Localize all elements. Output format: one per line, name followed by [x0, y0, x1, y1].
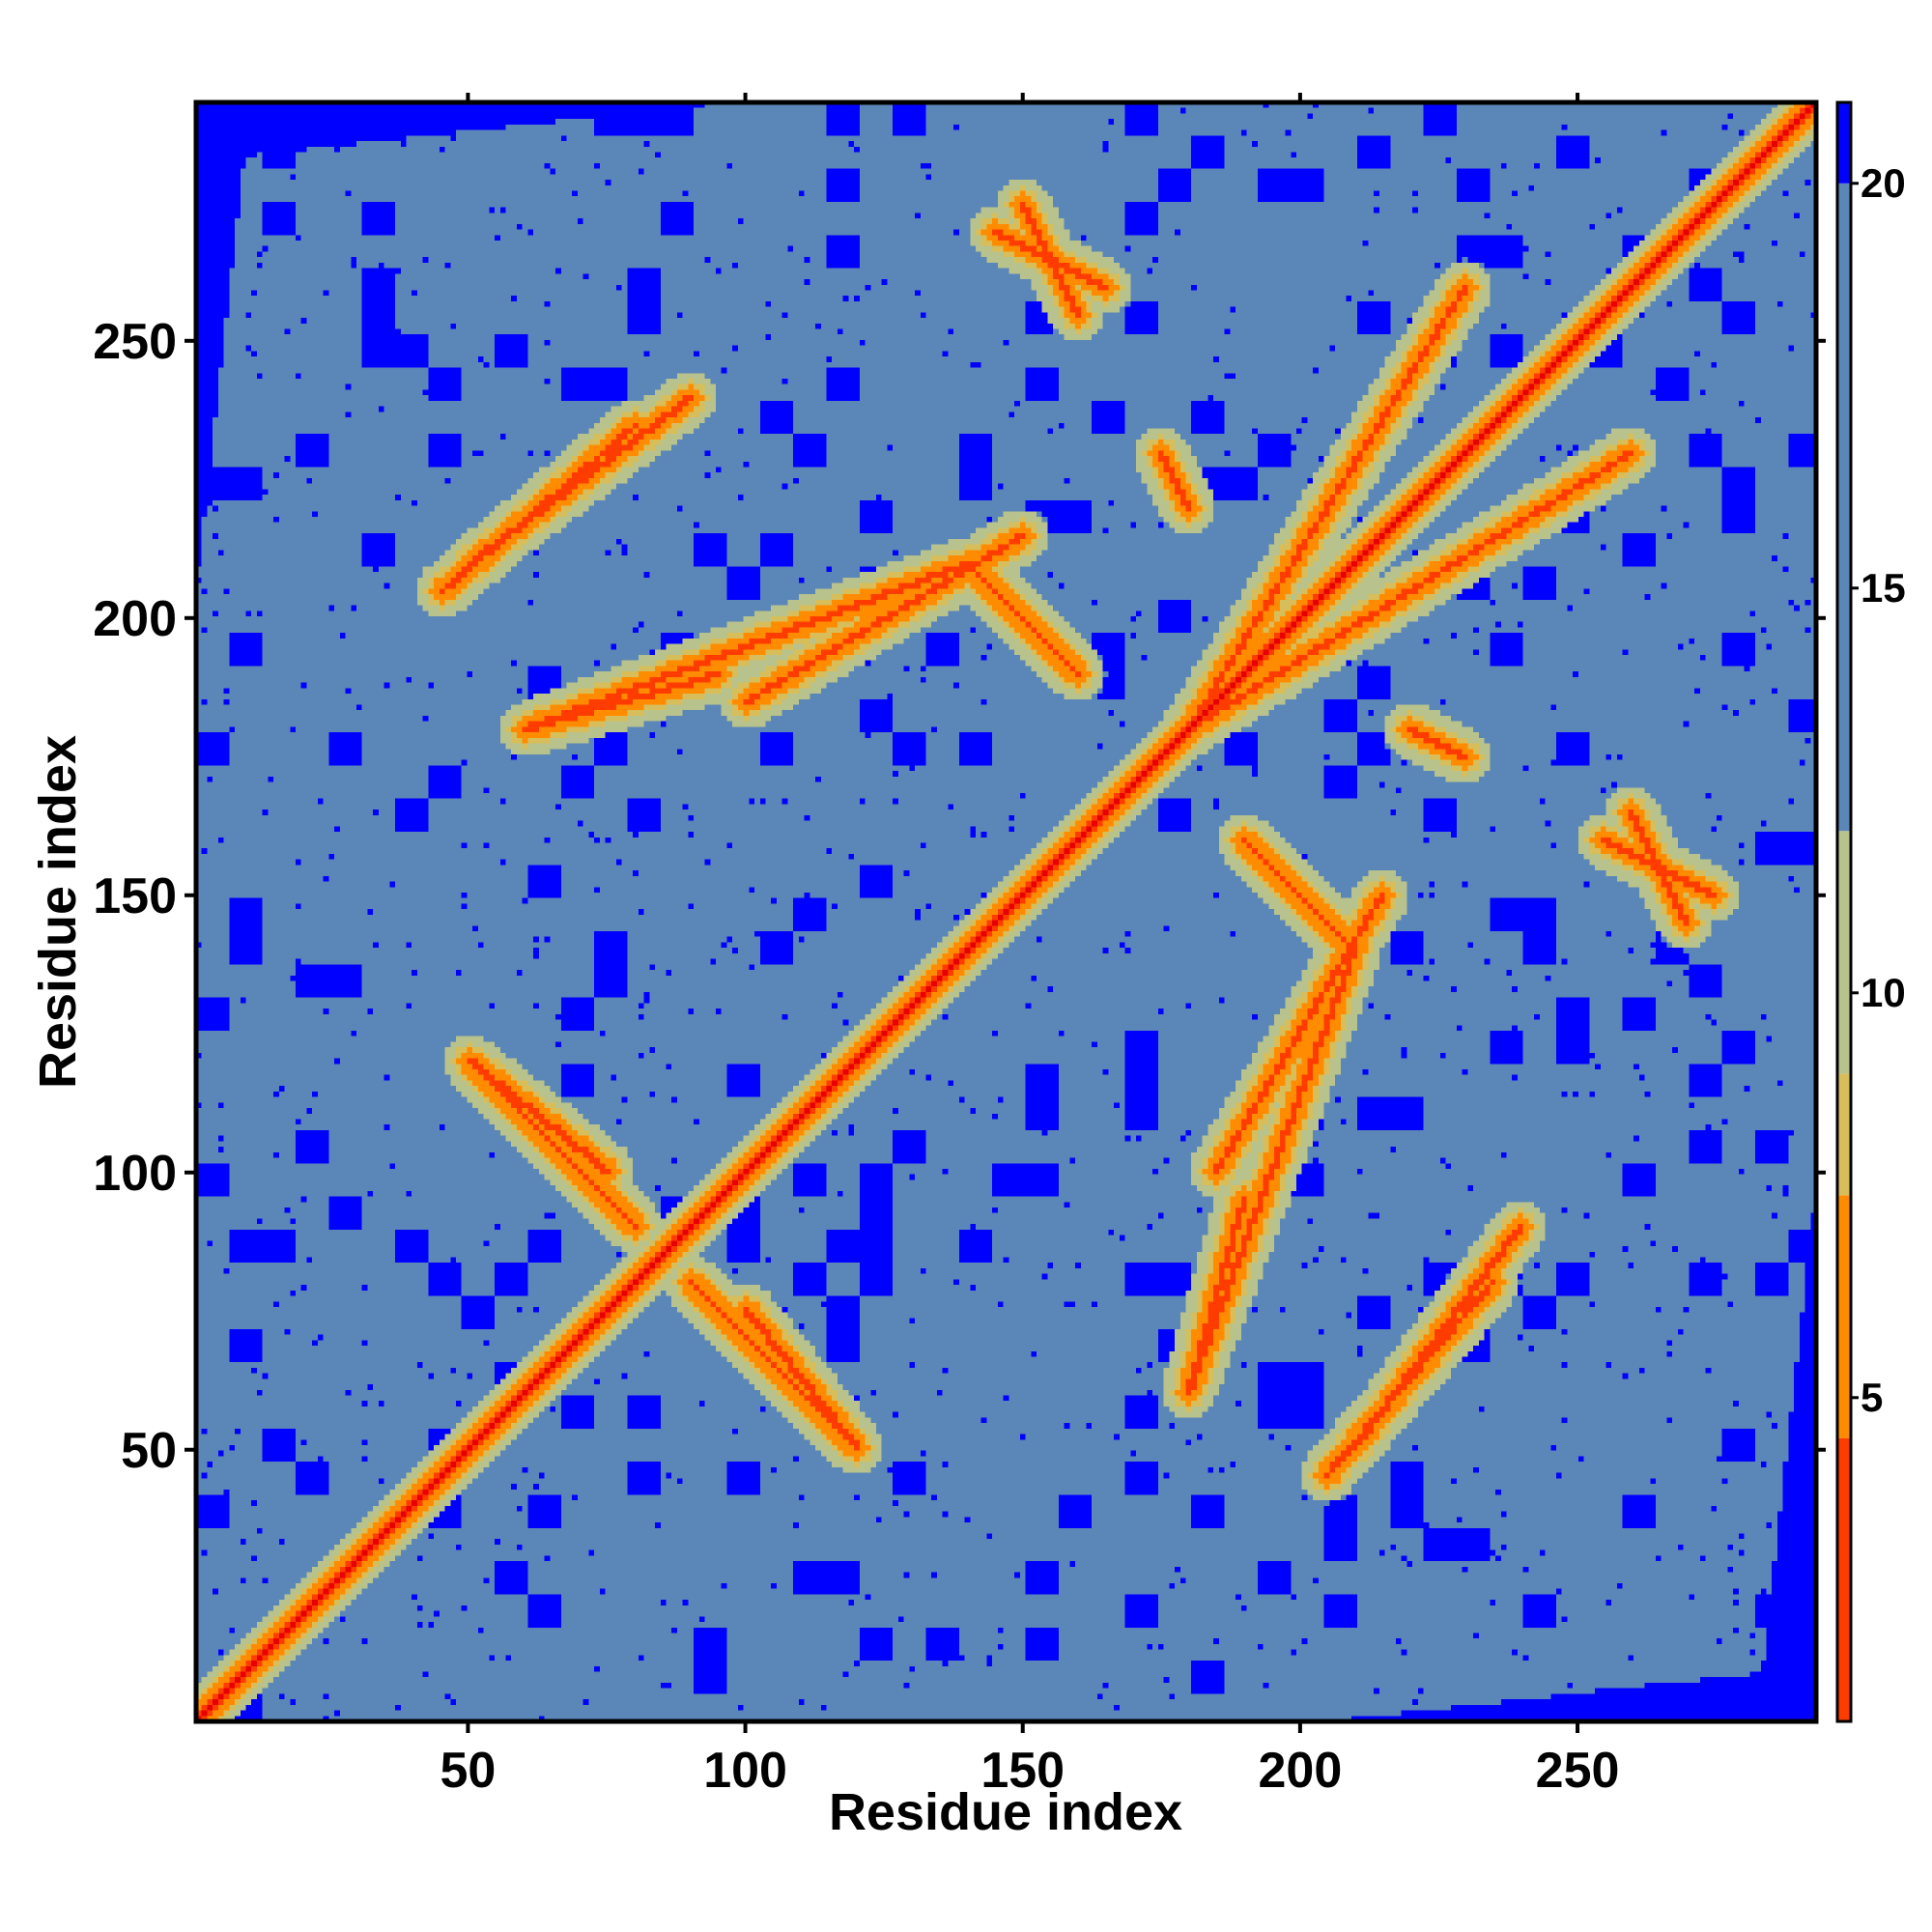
colorbar-segment — [1837, 1437, 1851, 1721]
y-tick-label: 150 — [93, 868, 177, 924]
y-tick-label: 100 — [93, 1146, 177, 1202]
y-axis: 50 100 150 200 250 — [93, 314, 1826, 1479]
colorbar-frame — [1835, 100, 1853, 1723]
x-tick-label: 100 — [703, 1743, 787, 1799]
colorbar-tick-label: 20 — [1861, 160, 1906, 206]
colorbar-segment — [1837, 1195, 1851, 1438]
colorbar-segment — [1837, 831, 1851, 1074]
colorbar-tick-label: 15 — [1861, 565, 1906, 611]
x-tick-label: 150 — [980, 1743, 1065, 1799]
colorbar-segment — [1837, 102, 1851, 184]
y-tick-label: 50 — [121, 1423, 177, 1479]
heatmap-cells — [196, 102, 1816, 1721]
plot-frame — [193, 99, 1819, 1724]
x-axis-title: Residue index — [829, 1783, 1182, 1841]
colorbar: 5 10 15 20 — [1835, 100, 1906, 1723]
heatmap-image — [196, 102, 1816, 1721]
x-tick-label: 50 — [440, 1743, 496, 1799]
colorbar-tick-label: 10 — [1861, 970, 1906, 1015]
y-axis-title: Residue index — [29, 735, 87, 1089]
y-tick-label: 200 — [93, 591, 177, 647]
colorbar-tick-label: 5 — [1861, 1375, 1883, 1420]
x-axis: 50 100 150 200 250 — [440, 93, 1619, 1799]
y-tick-label: 250 — [93, 314, 177, 370]
colorbar-segment — [1837, 1073, 1851, 1196]
colorbar-segment — [1837, 183, 1851, 832]
x-tick-label: 250 — [1536, 1743, 1620, 1799]
x-tick-label: 200 — [1259, 1743, 1343, 1799]
